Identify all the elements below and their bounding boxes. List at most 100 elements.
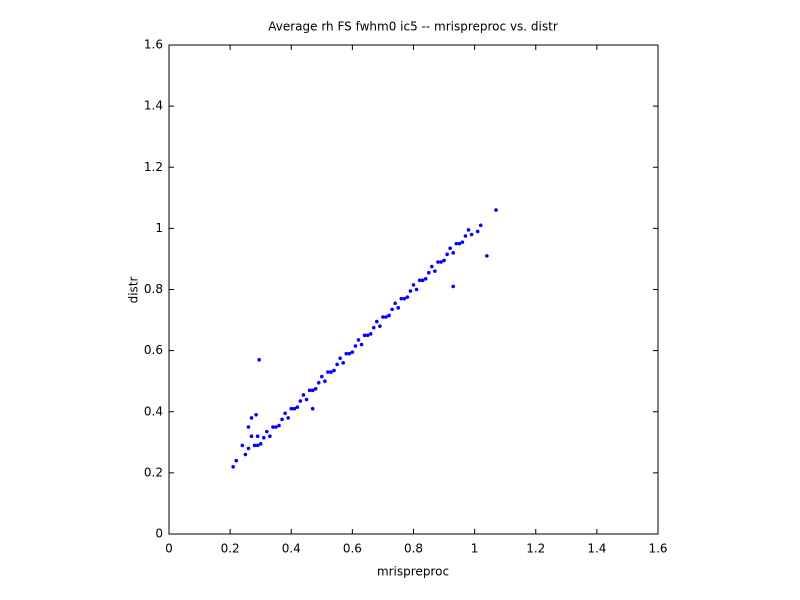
scatter-point xyxy=(448,246,452,251)
scatter-point xyxy=(460,240,465,244)
scatter-point xyxy=(246,446,251,451)
scatter-point xyxy=(375,319,379,324)
scatter-point xyxy=(320,374,324,379)
scatter-point xyxy=(274,425,278,429)
scatter-point xyxy=(365,333,370,338)
scatter-point xyxy=(295,405,300,409)
plot-frame xyxy=(168,44,659,535)
chart-title: Average rh FS fwhm0 ic5 -- mrispreproc v… xyxy=(268,20,558,34)
scatter-point xyxy=(463,234,468,238)
scatter-point xyxy=(381,315,385,319)
scatter-point xyxy=(277,423,281,428)
scatter-point xyxy=(378,324,382,328)
scatter-point xyxy=(445,252,449,257)
scatter-point xyxy=(423,277,428,281)
scatter-point xyxy=(231,464,235,469)
x-axis-label: mrispreproc xyxy=(377,565,449,579)
scatter-point xyxy=(485,254,489,258)
y-tick-label: 0.8 xyxy=(144,282,163,296)
scatter-point xyxy=(301,393,306,397)
scatter-point xyxy=(408,289,413,293)
scatter-point xyxy=(436,260,440,264)
scatter-point xyxy=(289,406,294,411)
scatter-point xyxy=(292,406,297,411)
scatter-point xyxy=(414,287,419,292)
scatter-point xyxy=(393,301,397,306)
scatter-point xyxy=(243,452,248,457)
scatter-point xyxy=(332,368,336,373)
x-tick-label: 1 xyxy=(471,542,479,556)
scatter-point xyxy=(442,258,446,263)
y-tick-label: 1.2 xyxy=(144,160,163,174)
x-tick-label: 1.2 xyxy=(526,542,545,556)
x-tick-label: 0.6 xyxy=(343,542,362,556)
y-tick-label: 1.4 xyxy=(144,99,163,113)
scatter-point xyxy=(323,379,327,383)
scatter-point xyxy=(261,435,266,440)
y-tick-label: 0.2 xyxy=(144,465,163,479)
scatter-point xyxy=(466,228,471,232)
scatter-point xyxy=(246,425,251,429)
scatter-point xyxy=(457,241,462,246)
scatter-point xyxy=(341,361,346,365)
scatter-point xyxy=(362,333,367,338)
scatter-point xyxy=(420,278,425,283)
scatter-point xyxy=(451,284,456,289)
scatter-point xyxy=(310,388,315,393)
scatter-point xyxy=(258,442,263,446)
scatter-point xyxy=(451,251,456,255)
scatter-point xyxy=(359,342,364,347)
scatter-point xyxy=(399,296,404,301)
scatter-point xyxy=(313,387,318,391)
scatter-point xyxy=(405,295,410,299)
scatter-point xyxy=(286,416,290,420)
scatter-point xyxy=(283,411,287,416)
scatter-point xyxy=(475,229,480,234)
scatter-point xyxy=(433,269,437,273)
y-axis-label: distr xyxy=(127,277,141,304)
scatter-point xyxy=(344,351,349,356)
y-tick-label: 0.4 xyxy=(144,404,163,418)
scatter-point xyxy=(304,397,309,402)
scatter-point xyxy=(454,241,459,246)
scatter-point xyxy=(426,270,431,275)
y-tick-label: 1 xyxy=(155,221,163,235)
scatter-point xyxy=(353,344,358,348)
scatter-point xyxy=(307,388,312,393)
x-tick-label: 1.4 xyxy=(587,542,606,556)
x-tick-label: 0.2 xyxy=(221,542,240,556)
scatter-point xyxy=(234,458,239,463)
scatter-point xyxy=(390,307,394,312)
scatter-point xyxy=(252,443,257,448)
scatter-point xyxy=(350,350,355,354)
scatter-point xyxy=(347,351,352,356)
scatter-point xyxy=(338,356,342,361)
scatter-point xyxy=(439,260,443,264)
scatter-point xyxy=(316,380,321,385)
scatter-point xyxy=(402,296,407,301)
scatter-point xyxy=(268,434,272,439)
scatter-point xyxy=(240,443,245,448)
scatter-point xyxy=(249,416,254,420)
x-tick-label: 0.8 xyxy=(404,542,423,556)
scatter-point xyxy=(469,232,474,237)
scatter-point xyxy=(430,264,434,269)
x-tick-label: 0 xyxy=(165,542,173,556)
scatter-point xyxy=(326,370,330,374)
scatter-point xyxy=(310,406,315,411)
scatter-point xyxy=(329,370,333,374)
scatter-point xyxy=(411,283,416,287)
y-tick-label: 0 xyxy=(155,527,163,541)
scatter-point xyxy=(478,223,483,228)
scatter-point xyxy=(335,362,339,367)
y-tick-label: 0.6 xyxy=(144,343,163,357)
scatter-point xyxy=(494,208,498,212)
scatter-point xyxy=(255,434,260,439)
scatter-point xyxy=(387,313,391,318)
scatter-point xyxy=(356,338,361,342)
scatter-point xyxy=(257,357,261,362)
scatter-point xyxy=(368,332,373,336)
scatter-point xyxy=(265,429,269,434)
scatter-point xyxy=(384,315,388,319)
